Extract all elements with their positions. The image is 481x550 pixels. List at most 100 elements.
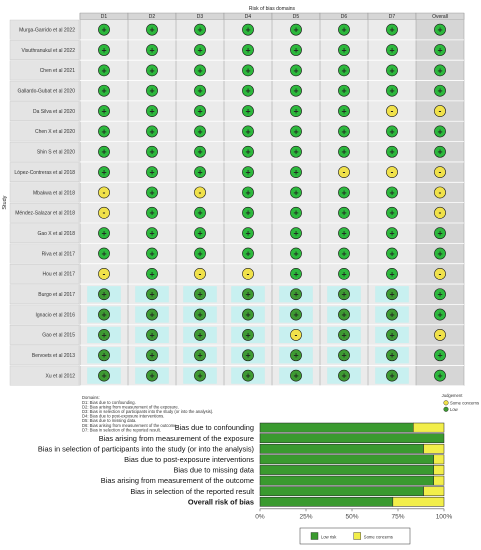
traffic-light-plot: D1 D2 D3 D4 D5 D6 D7 Overall Risk of bias domai… <box>2 6 479 432</box>
judgement-glyph: + <box>245 352 251 360</box>
low-risk-symbol <box>242 308 254 321</box>
study-label-box <box>9 182 80 203</box>
judgement-glyph: + <box>389 372 395 380</box>
low-risk-symbol <box>242 369 254 382</box>
domain-legend-item: D5: Bias due to missing data. <box>82 418 136 423</box>
low-risk-symbol <box>338 64 350 77</box>
judgement-glyph: - <box>199 270 202 278</box>
domain-legend-item: D6: Bias arising from measurement of the… <box>82 423 178 428</box>
some-concerns-symbol <box>338 166 350 179</box>
judgement-glyph: + <box>389 46 395 54</box>
study-label: Murga-Garrido et al 2022 <box>19 27 75 33</box>
judgement-glyph: + <box>293 46 299 54</box>
judgement-glyph: + <box>293 148 299 156</box>
judgement-glyph: + <box>197 148 203 156</box>
judgement-glyph: + <box>149 128 155 136</box>
x-tick-label: 100% <box>436 513 453 520</box>
low-risk-symbol <box>434 369 446 382</box>
low-risk-symbol <box>386 125 398 138</box>
judgement-glyph: + <box>437 372 443 380</box>
domain-legend-item: D4: Bias due to post-exposure interventi… <box>82 414 164 419</box>
judgement-glyph: + <box>197 291 203 299</box>
judgement-glyph: + <box>341 311 347 319</box>
x-tick-label: 25% <box>299 513 312 520</box>
low-risk-symbol <box>242 105 254 117</box>
low-risk-symbol <box>290 145 302 158</box>
judgement-glyph: + <box>389 352 395 360</box>
some-concerns-legend-icon <box>443 400 449 406</box>
judgement-glyph: + <box>149 46 155 54</box>
judgement-glyph: + <box>293 372 299 380</box>
study-label-box <box>9 40 80 60</box>
low-risk-symbol <box>98 308 110 321</box>
domain-header-d6: D6 <box>341 14 348 20</box>
low-legend-icon <box>443 406 449 412</box>
study-label: Xu et al 2012 <box>46 373 76 379</box>
judgement-glyph: - <box>439 270 442 278</box>
low-risk-symbol <box>386 206 398 219</box>
low-risk-symbol <box>290 64 302 77</box>
study-label: Chen X et al 2020 <box>35 129 75 135</box>
low-risk-legend-label: Low risk <box>321 535 337 540</box>
low-risk-symbol <box>194 84 206 97</box>
low-risk-symbol <box>290 84 302 97</box>
low-risk-bar <box>259 475 434 486</box>
low-risk-symbol <box>98 64 110 77</box>
judgement-glyph: + <box>197 26 203 34</box>
low-risk-symbol <box>434 227 446 240</box>
judgement-glyph: + <box>149 148 155 156</box>
judgement-glyph: + <box>101 291 107 299</box>
judgement-glyph: + <box>293 311 299 319</box>
low-risk-symbol <box>290 105 302 117</box>
judgement-glyph: + <box>149 250 155 258</box>
plot-title: Risk of bias domains <box>249 6 296 12</box>
some-concerns-symbol <box>434 105 446 117</box>
study-label-box <box>9 345 80 366</box>
low-risk-bar <box>259 465 434 475</box>
low-risk-symbol <box>194 288 206 301</box>
low-risk-symbol <box>194 166 206 179</box>
low-risk-symbol <box>386 267 398 280</box>
low-risk-symbol <box>242 186 254 199</box>
low-risk-symbol <box>434 84 446 97</box>
judgement-glyph: + <box>245 46 251 54</box>
bar-category-labels: Bias due to confounding Bias arising from… <box>38 423 255 506</box>
judgement-glyph: + <box>245 230 251 238</box>
study-label: Méndez-Salazar et al 2018 <box>15 211 75 217</box>
low-risk-symbol <box>338 227 350 240</box>
low-risk-bar <box>259 486 424 497</box>
study-label: López-Contreras et al 2018 <box>14 170 75 176</box>
judgement-glyph: + <box>389 87 395 95</box>
some-concerns-bar <box>423 443 445 454</box>
low-risk-symbol <box>386 186 398 199</box>
low-risk-symbol <box>146 247 158 260</box>
low-risk-symbol <box>242 349 254 362</box>
judgement-glyph: + <box>245 209 251 217</box>
judgement-glyph: + <box>293 291 299 299</box>
judgement-glyph: + <box>341 189 347 197</box>
study-label-box <box>9 19 80 40</box>
judgement-glyph: + <box>197 250 203 258</box>
low-risk-symbol <box>242 288 254 301</box>
bar-category-label: Bias arising from measurement of the exp… <box>99 434 254 443</box>
judgement-glyph: + <box>101 352 107 360</box>
low-risk-symbol <box>98 288 110 301</box>
judgement-glyph: + <box>437 311 443 319</box>
low-risk-symbol <box>434 288 446 301</box>
bar-category-label: Bias in selection of participants into t… <box>38 444 254 453</box>
low-risk-symbol <box>434 44 446 56</box>
low-risk-symbol <box>290 125 302 138</box>
low-risk-symbol <box>386 349 398 362</box>
low-risk-symbol <box>194 64 206 77</box>
judgement-glyph: + <box>389 128 395 136</box>
low-risk-symbol <box>146 44 158 56</box>
judgement-legend-items: Some concerns Low <box>443 400 479 412</box>
judgement-glyph: + <box>293 189 299 197</box>
judgement-glyph: + <box>389 331 395 339</box>
judgement-glyph: + <box>197 230 203 238</box>
low-risk-symbol <box>194 329 206 341</box>
low-risk-symbol <box>146 369 158 382</box>
some-concerns-symbol <box>98 206 110 219</box>
low-risk-symbol <box>146 84 158 97</box>
low-risk-symbol <box>434 125 446 138</box>
